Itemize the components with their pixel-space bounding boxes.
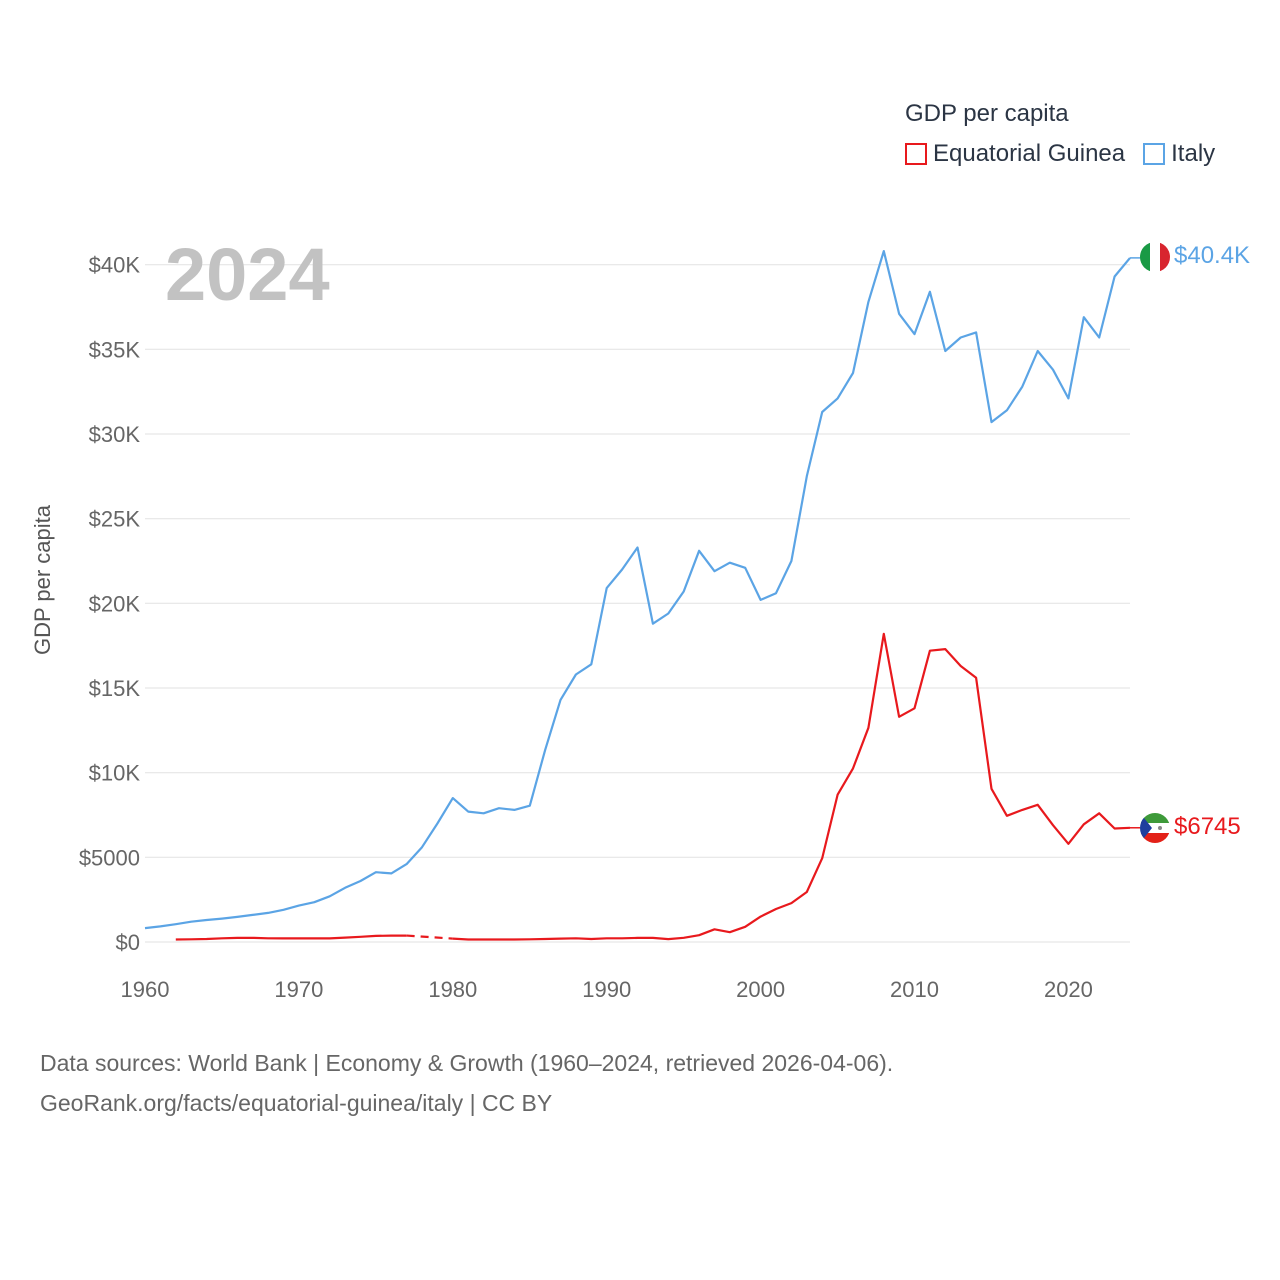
series-italy — [144, 250, 1142, 930]
legend-label-equatorial-guinea: Equatorial Guinea — [933, 140, 1126, 167]
source-link[interactable]: GeoRank.org/facts/equatorial-guinea/ital… — [40, 1090, 553, 1116]
legend-swatch-equatorial-guinea — [905, 143, 927, 165]
y-tick-label-3: $15K — [89, 676, 141, 701]
y-tick-label-8: $40K — [89, 253, 141, 278]
legend-item-equatorial-guinea[interactable]: Equatorial Guinea — [905, 140, 1125, 168]
footer: Data sources: World Bank | Economy & Gro… — [40, 1043, 893, 1123]
x-tick-label-2: 1980 — [428, 977, 477, 1002]
y-axis-ticks: $0 $5000 $10K $15K $20K $25K $30K $35K $40K — [79, 253, 141, 955]
series-gap-equatorial-guinea — [406, 934, 453, 940]
legend: GDP per capita Equatorial Guinea Italy — [905, 100, 1233, 168]
x-tick-label-3: 1990 — [582, 977, 631, 1002]
data-sources-text: Data sources: World Bank | Economy & Gro… — [40, 1050, 894, 1076]
x-tick-label-4: 2000 — [736, 977, 785, 1002]
x-tick-label-5: 2010 — [890, 977, 939, 1002]
legend-item-italy[interactable]: Italy — [1143, 140, 1215, 168]
y-axis-title: GDP per capita — [30, 504, 55, 655]
y-tick-label-4: $20K — [89, 591, 141, 616]
y-tick-label-0: $0 — [116, 930, 140, 955]
legend-label-italy: Italy — [1171, 140, 1216, 167]
x-axis-ticks: 1960 1970 1980 1990 2000 2010 2020 — [121, 977, 1093, 1002]
series-layer — [144, 250, 1142, 941]
series-line-equatorial-guinea — [175, 934, 407, 941]
year-label: 2024 — [165, 233, 330, 316]
x-tick-label-6: 2020 — [1044, 977, 1093, 1002]
y-tick-label-1: $5000 — [79, 845, 140, 870]
gridlines — [145, 264, 1130, 943]
legend-swatch-italy — [1143, 143, 1166, 165]
legend-title: GDP per capita — [905, 100, 1069, 127]
y-tick-label-7: $35K — [89, 337, 141, 362]
y-tick-label-2: $10K — [89, 761, 141, 786]
series-equatorial-guinea — [175, 632, 1142, 941]
italy-flag-icon — [1140, 242, 1170, 272]
x-tick-label-1: 1970 — [274, 977, 323, 1002]
x-tick-label-0: 1960 — [121, 977, 170, 1002]
y-tick-label-5: $25K — [89, 507, 141, 532]
series-line-equatorial-guinea-1 — [452, 632, 1131, 941]
y-tick-label-6: $30K — [89, 422, 141, 447]
equatorial-guinea-flag-icon — [1140, 813, 1170, 843]
series-line-italy — [144, 250, 1131, 930]
end-label-equatorial-guinea: $6745 — [1174, 813, 1241, 840]
legend-items: Equatorial Guinea Italy — [905, 140, 1233, 168]
end-label-italy: $40.4K — [1174, 242, 1250, 269]
